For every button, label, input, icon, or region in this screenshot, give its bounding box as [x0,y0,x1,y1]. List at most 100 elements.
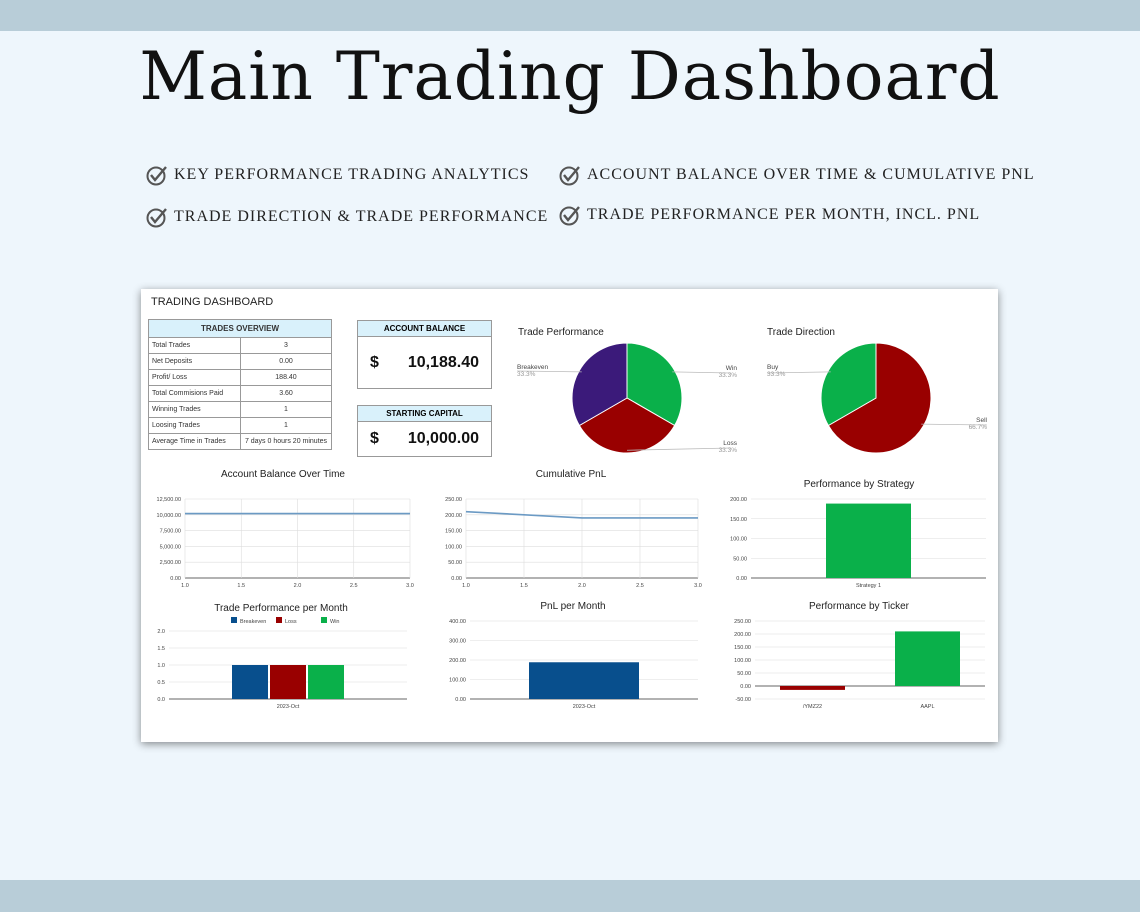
y-tick-label: 0.00 [736,576,747,582]
y-tick-label: 50.00 [448,560,462,566]
y-tick-label: 5,000.00 [160,544,181,550]
y-tick-label: 0.00 [451,576,462,582]
check-icon [559,206,580,226]
currency-symbol: $ [370,430,379,447]
chart-title: Cumulative PnL [536,469,607,480]
dashboard-title: TRADING DASHBOARD [151,296,274,308]
bar [895,631,960,686]
chart-title: Trade Performance per Month [214,603,348,614]
y-tick-label: 150.00 [445,529,462,535]
y-tick-label: 250.00 [734,619,751,625]
x-tick-label: 2.0 [578,583,586,589]
bar-chart: Performance by Strategy 200.00 150.00 100.0… [730,479,986,589]
legend-label: Loss [285,619,297,625]
chart-title: Performance by Strategy [804,479,915,490]
leader-line [672,371,732,374]
x-tick-label: 1.0 [181,583,189,589]
currency-symbol: $ [370,353,379,371]
y-tick-label: 0.0 [157,697,165,703]
check-icon [559,166,580,186]
slice-percent: 33.3% [719,372,738,379]
x-tick-label: 3.0 [694,583,702,589]
x-tick-label: 2.5 [636,583,644,589]
account-balance-header: ACCOUNT BALANCE [358,321,491,337]
leader-line [626,447,732,451]
feature-label: TRADE DIRECTION & TRADE PERFORMANCE [174,208,549,225]
line-chart: Cumulative PnL 250.00 200.00 150.00 100.00 50… [445,469,702,589]
slice-percent: 33.3% [517,371,536,378]
pie-slice [571,342,628,427]
x-tick-label: 2023-Oct [277,704,300,710]
bar [232,665,268,699]
x-tick-label: 1.5 [237,583,245,589]
x-tick-label: 1.5 [520,583,528,589]
bar-chart: Trade Performance per Month 2.0 1.5 1.0 0.5 0… [157,603,407,710]
table-row: Winning Trades 1 [148,401,332,418]
y-tick-label: 150.00 [734,645,751,651]
leader-line [766,371,831,374]
table-row: Average Time in Trades 7 days 0 hours 20 … [148,433,332,450]
top-band [0,0,1140,31]
x-tick-label: Strategy 1 [856,583,881,589]
y-tick-label: 12,500.00 [157,497,181,503]
y-tick-label: 2,500.00 [160,560,181,566]
y-tick-label: 400.00 [449,619,466,625]
pie-slice [820,342,877,427]
charts-layer: Trade PerformanceWin33.3%Loss33.3%Breake… [157,327,988,710]
feature-label: KEY PERFORMANCE TRADING ANALYTICS [174,166,530,183]
bar [308,665,344,699]
bar-chart: Performance by Ticker 250.00 200.00 150.00 1… [734,601,985,710]
x-tick-label: AAPL [920,704,934,710]
y-tick-label: 50.00 [737,671,751,677]
feature-label: TRADE PERFORMANCE PER MONTH, INCL. PNL [587,206,981,223]
slice-percent: 66.7% [969,424,988,431]
bar [780,686,845,690]
y-tick-label: 100.00 [445,544,462,550]
check-icon [146,166,167,186]
leader-line [921,423,988,426]
feature-item: TRADE DIRECTION & TRADE PERFORMANCE [146,206,548,228]
y-tick-label: 100.00 [449,678,466,684]
trades-overview-table: TRADES OVERVIEW Total Trades 3 Net Deposi… [148,319,332,450]
x-tick-label: 1.0 [462,583,470,589]
account-balance-value: 10,188.40 [407,353,479,371]
feature-item: ACCOUNT BALANCE OVER TIME & CUMULATIVE P… [559,164,1035,186]
y-tick-label: 100.00 [730,537,747,543]
bar [826,503,911,578]
bar [270,665,306,699]
legend-swatch [276,617,282,623]
feature-item: TRADE PERFORMANCE PER MONTH, INCL. PNL [559,204,980,226]
y-tick-label: 10,000.00 [157,513,181,519]
slice-percent: 33.3% [767,371,786,378]
legend-label: Breakeven [240,619,266,625]
x-tick-label: 2023-Oct [573,704,596,710]
starting-capital-card: STARTING CAPITAL $ 10,000.00 [357,405,492,457]
slice-percent: 33.3% [719,447,738,454]
dashboard-panel: TRADING DASHBOARD TRADES OVERVIEW Total … [141,289,998,742]
y-tick-label: 200.00 [449,658,466,664]
slice-label: Buy [767,364,779,371]
slice-label: Win [726,365,738,372]
feature-item: KEY PERFORMANCE TRADING ANALYTICS [146,164,529,186]
chart-title: Trade Direction [767,327,835,338]
slice-label: Loss [723,440,737,447]
y-tick-label: 0.00 [455,697,466,703]
y-tick-label: -50.00 [735,697,751,703]
row-value: 7 days 0 hours 20 minutes [240,433,332,450]
pie-slice [626,342,683,427]
chart-title: Trade Performance [518,327,604,338]
slice-label: Sell [976,417,987,424]
y-tick-label: 150.00 [730,517,747,523]
x-tick-label: 2.5 [350,583,358,589]
y-tick-label: 300.00 [449,639,466,645]
legend-label: Win [330,619,339,625]
chart-title: PnL per Month [540,601,605,612]
slice-label: Breakeven [517,364,548,371]
bar [529,662,639,699]
bar-chart: PnL per Month 400.00 300.00 200.00 100.00 0.0… [449,601,698,710]
y-tick-label: 200.00 [734,632,751,638]
y-tick-label: 1.5 [157,646,165,652]
pie-chart: Trade PerformanceWin33.3%Loss33.3%Breake… [516,327,738,454]
x-tick-label: 2.0 [294,583,302,589]
